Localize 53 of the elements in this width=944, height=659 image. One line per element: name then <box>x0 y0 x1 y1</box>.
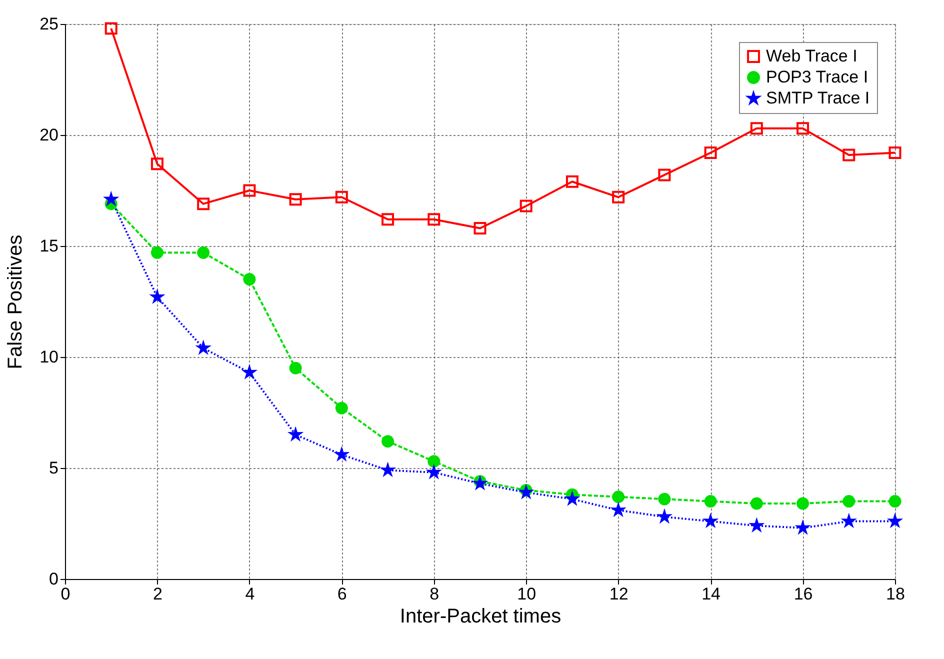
point <box>750 122 763 135</box>
y-tick-label: 0 <box>49 570 58 588</box>
x-tick-label: 18 <box>886 584 905 604</box>
point <box>704 146 717 160</box>
x-tick-label: 10 <box>517 584 536 604</box>
point <box>382 213 394 226</box>
y-tick-label: 10 <box>40 348 58 366</box>
point <box>197 246 210 259</box>
point <box>704 495 717 508</box>
point <box>888 495 902 508</box>
point <box>335 402 348 414</box>
point <box>842 148 856 162</box>
point <box>428 213 440 226</box>
y-tick-label: 15 <box>40 236 58 256</box>
point <box>335 190 348 204</box>
point <box>243 184 256 197</box>
point <box>658 168 671 182</box>
x-tick-label: 2 <box>152 584 162 604</box>
y-tick-label: 5 <box>49 458 58 478</box>
point <box>750 497 763 510</box>
point <box>888 146 902 160</box>
x-tick-label: 8 <box>430 584 440 604</box>
point <box>474 222 486 234</box>
x-tick-label: 0 <box>60 584 70 604</box>
x-tick-label: 12 <box>609 584 628 604</box>
point <box>150 158 164 170</box>
point <box>382 435 394 448</box>
x-tick-label: 4 <box>245 584 255 604</box>
point <box>104 22 118 35</box>
y-tick-label: 20 <box>40 126 58 144</box>
point <box>842 495 856 508</box>
point <box>658 492 671 506</box>
y-axis-title: False Positives <box>4 234 27 370</box>
x-tick-label: 14 <box>702 584 721 604</box>
point <box>428 455 440 468</box>
x-tick-label: 6 <box>337 584 347 604</box>
point <box>796 497 810 510</box>
point <box>612 490 625 504</box>
point <box>289 193 302 206</box>
point <box>150 246 164 259</box>
legend-label: SMTP Trace I <box>766 88 870 108</box>
point <box>520 200 532 212</box>
point <box>612 190 625 204</box>
point <box>566 175 578 188</box>
y-tick-label: 25 <box>40 14 58 34</box>
point <box>796 122 810 135</box>
legend-label: Web Trace I <box>766 46 858 66</box>
x-tick-label: 16 <box>794 584 813 604</box>
point <box>197 198 210 210</box>
legend-label: POP3 Trace I <box>766 68 868 86</box>
point <box>243 273 256 286</box>
point <box>289 362 302 374</box>
x-axis-title: Inter-Packet times <box>400 606 562 628</box>
